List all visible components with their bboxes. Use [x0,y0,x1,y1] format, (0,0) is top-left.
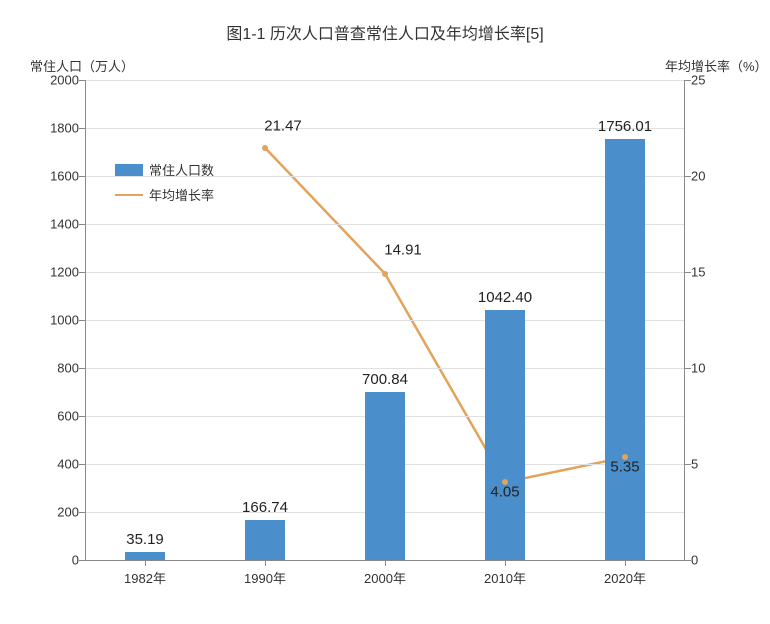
bar-value-label: 166.74 [242,499,288,516]
bar-value-label: 35.19 [126,531,164,548]
line-point [262,145,268,151]
axis-tick [685,560,691,561]
line-value-label: 14.91 [384,241,422,258]
line-value-label: 4.05 [490,484,519,501]
bar-value-label: 1042.40 [478,289,532,306]
bar-value-label: 1756.01 [598,118,652,135]
bar [125,552,166,560]
bar [245,520,286,560]
bar [365,392,406,560]
plot-area: 0200400600800100012001400160018002000051… [85,80,685,560]
axis-tick [685,80,691,81]
gridline [85,368,685,369]
bar [485,310,526,560]
gridline [85,320,685,321]
chart-title: 图1-1 历次人口普查常住人口及年均增长率[5] [0,20,770,44]
axis-tick [685,176,691,177]
gridline [85,176,685,177]
line-point [382,271,388,277]
axis-tick [685,464,691,465]
axis-line [684,80,685,560]
gridline [85,224,685,225]
axis-line [85,560,685,561]
axis-tick [685,272,691,273]
axis-tick [685,368,691,369]
gridline [85,128,685,129]
line-value-label: 5.35 [610,459,639,476]
line-value-label: 21.47 [264,117,302,134]
gridline [85,80,685,81]
axis-line [85,80,86,560]
bar-value-label: 700.84 [362,371,408,388]
bar [605,139,646,560]
y-axis-right-title: 年均增长率（%） [665,56,768,75]
chart-container: 图1-1 历次人口普查常住人口及年均增长率[5] 常住人口（万人） 年均增长率（… [0,0,770,624]
